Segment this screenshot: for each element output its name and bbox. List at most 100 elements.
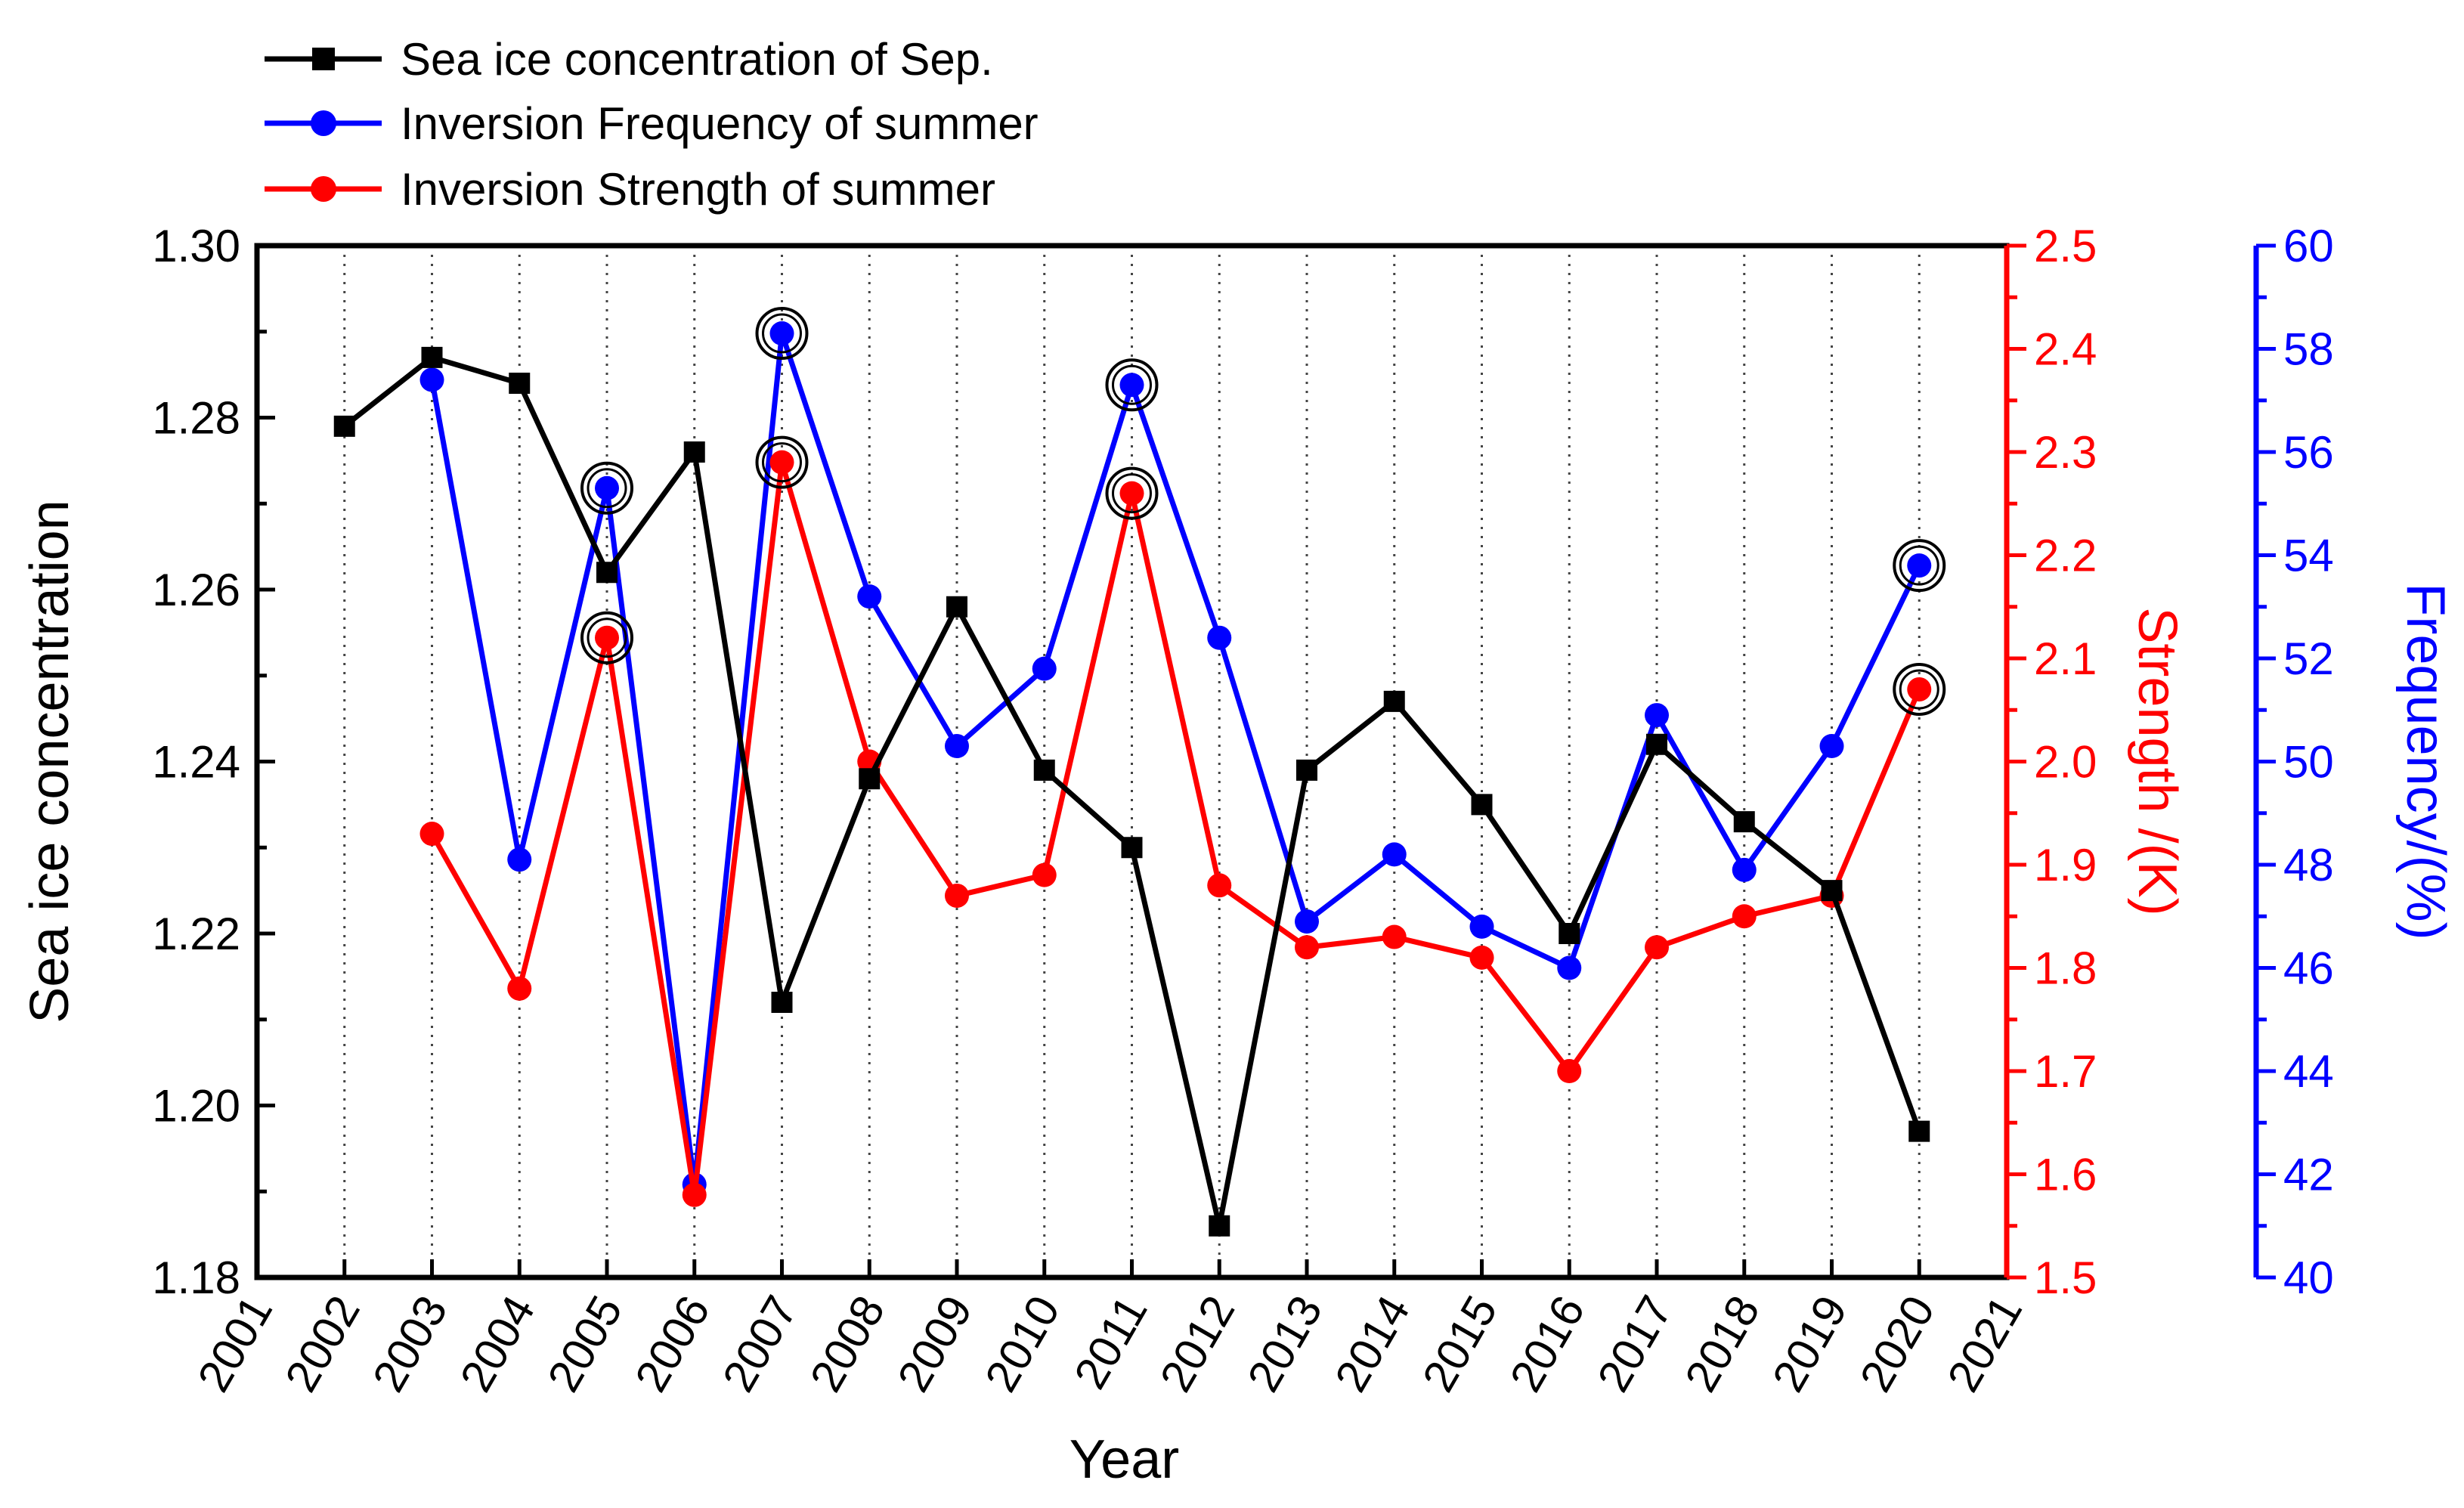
x-tick-label: 2020 [1850,1287,1945,1400]
y-frequency-tick-label: 44 [2283,1046,2334,1097]
data-point [1121,837,1143,859]
y-left-tick-label: 1.30 [152,221,240,271]
y-strength-tick-label: 2.1 [2034,633,2097,684]
y-left-tick-label: 1.22 [152,909,240,959]
highlight-ring [580,611,633,664]
data-point [1296,759,1317,781]
x-tick-label: 2014 [1325,1287,1419,1400]
y-frequency-tick-label: 60 [2283,221,2334,271]
y-left-axis-title: Sea ice concentration [20,500,80,1023]
y-frequency-tick-label: 52 [2283,633,2334,684]
y-left-tick-label: 1.26 [152,565,240,615]
legend-label: Sea ice concentration of Sep. [401,34,993,85]
data-point [1119,481,1144,506]
x-tick-label: 2015 [1413,1287,1507,1400]
x-tick-label: 2021 [1937,1287,2032,1400]
data-point [1907,553,1932,578]
highlight-ring [1893,662,1946,716]
data-point [946,596,967,618]
y-strength-axis-title: Strength /(K) [2127,607,2187,915]
y-strength-tick-label: 2.2 [2034,531,2097,581]
y-strength-tick-label: 1.9 [2034,840,2097,890]
data-point [945,883,969,908]
x-axis-title: Year [1069,1429,1179,1490]
x-tick-label: 2007 [713,1287,807,1400]
data-point [1645,703,1669,728]
data-point [1732,904,1757,929]
data-point [1382,842,1407,867]
x-tick-label: 2016 [1500,1287,1595,1400]
data-point [1032,862,1057,887]
data-point [1207,625,1232,650]
x-tick-label: 2013 [1237,1287,1332,1400]
data-point [419,822,444,847]
data-point [945,734,969,759]
highlight-ring-inner [1899,545,1939,586]
data-point [1819,734,1844,759]
data-point [1908,1120,1930,1142]
data-point [682,1182,707,1207]
data-point [1295,909,1319,934]
data-point [1383,690,1405,712]
y-strength-tick-label: 1.8 [2034,943,2097,994]
y-strength-tick-label: 2.5 [2034,221,2097,271]
y-strength-tick-label: 1.5 [2034,1253,2097,1303]
legend-label: Inversion Frequency of summer [401,98,1039,149]
data-point [1646,733,1667,755]
data-point [1209,1215,1230,1237]
x-tick-label: 2008 [800,1287,895,1400]
data-point [333,415,355,437]
highlight-ring-inner [1899,669,1939,710]
highlight-ring-inner [587,468,627,509]
x-tick-label: 2012 [1150,1287,1245,1400]
data-point [1821,880,1843,902]
data-point [769,450,794,475]
series-layer [333,307,1946,1237]
y-frequency-tick-label: 48 [2283,840,2334,890]
y-frequency-tick-label: 50 [2283,737,2334,788]
x-tick-label: 2009 [887,1287,982,1400]
highlight-ring [1893,539,1946,593]
x-tick-label: 2017 [1587,1287,1682,1400]
x-tick-label: 2004 [450,1287,545,1400]
highlight-ring-inner [1112,364,1152,405]
data-point [1557,1059,1582,1083]
legend-label: Inversion Strength of summer [401,164,995,215]
data-point [1733,811,1755,833]
axes-layer: 2001200220032004200520062007200820092010… [20,221,2456,1490]
x-tick-label: 2003 [363,1287,457,1400]
data-point [507,976,532,1001]
y-frequency-tick-label: 58 [2283,324,2334,375]
data-point [683,441,705,463]
highlight-ring-inner [762,313,802,354]
y-strength-tick-label: 2.4 [2034,324,2097,375]
y-left-tick-label: 1.18 [152,1253,240,1303]
highlight-ring [1105,466,1159,520]
data-point [1032,656,1057,681]
highlight-ring [755,435,809,489]
highlight-ring [580,461,633,515]
data-point [596,562,618,584]
y-left-tick-label: 1.24 [152,737,240,788]
y-frequency-tick-label: 42 [2283,1150,2334,1200]
x-tick-label: 2011 [1064,1287,1157,1397]
data-point [1469,945,1494,970]
x-tick-label: 2019 [1763,1287,1857,1400]
data-point [1645,935,1669,960]
x-tick-label: 2001 [187,1287,282,1400]
data-point [857,584,882,609]
data-point [595,625,619,650]
highlight-ring-inner [587,618,627,658]
data-point [507,847,532,872]
data-point [1471,794,1493,816]
data-point [595,475,619,500]
y-strength-tick-label: 1.6 [2034,1150,2097,1200]
y-strength-tick-label: 2.0 [2034,737,2097,788]
data-point [1295,935,1319,960]
legend-marker [311,110,336,136]
y-left-tick-label: 1.20 [152,1081,240,1132]
x-tick-label: 2005 [537,1287,632,1400]
legend: Sea ice concentration of Sep. Inversion F… [265,34,1039,215]
y-frequency-tick-label: 40 [2283,1253,2334,1303]
